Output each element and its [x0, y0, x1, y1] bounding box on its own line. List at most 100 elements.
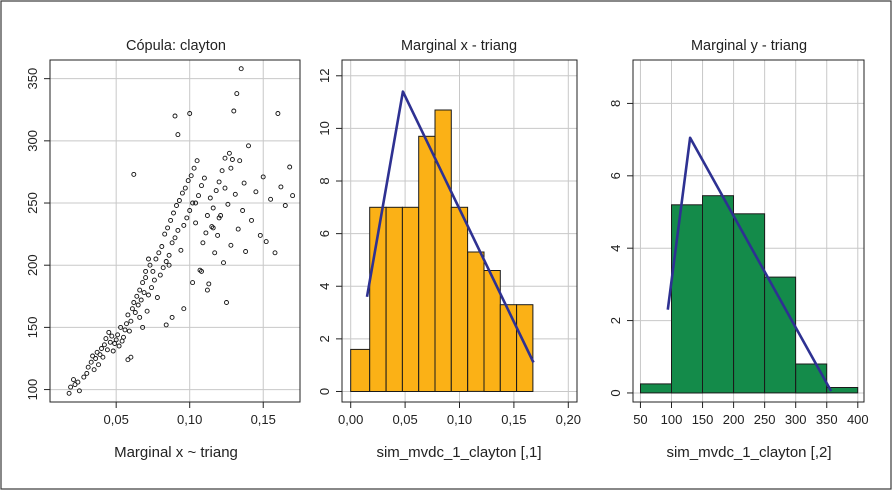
scatter-point-47	[144, 308, 150, 314]
scatter-point-139	[175, 132, 181, 138]
scatter-point-80	[193, 220, 199, 226]
scatter-point-13	[94, 349, 100, 355]
histogram-x-title: Marginal x - triang	[401, 38, 517, 54]
histogram-y-y-tick-label-1: 2	[608, 317, 623, 324]
scatter-point-27	[115, 332, 121, 338]
scatter-point-103	[226, 150, 232, 156]
scatter-point-95	[215, 232, 221, 238]
histogram-y-panel: Marginal y - triang 50 100 150 200 250 300 350…	[608, 38, 869, 461]
histogram-y-x-tick-label-5: 300	[785, 412, 807, 427]
scatter-point-124	[278, 184, 284, 190]
scatter-point-86	[201, 175, 207, 181]
scatter-point-89	[206, 281, 212, 287]
scatter-point-101	[224, 300, 229, 305]
scatter-point-42	[137, 287, 143, 293]
scatter-point-36	[128, 318, 134, 324]
scatter-point-81	[194, 158, 200, 164]
scatter-point-149	[228, 165, 234, 171]
scatter-point-48	[146, 292, 151, 298]
scatter-point-141	[187, 111, 193, 116]
scatter-point-145	[204, 287, 210, 293]
scatter-point-67	[174, 203, 179, 208]
histogram-y-bars	[640, 195, 859, 394]
scatter-point-87	[203, 230, 209, 236]
scatter-point-123	[275, 111, 281, 116]
histogram-y-y-ticks: 0 2 4 6 8	[608, 100, 633, 397]
scatter-point-62	[166, 252, 172, 258]
scatter-point-132	[140, 324, 146, 330]
histogram-y-x-tick-label-7: 400	[847, 412, 869, 427]
scatter-point-146	[210, 225, 216, 231]
scatter-point-92	[210, 205, 216, 211]
histogram-x-bar-6	[450, 206, 469, 392]
scatter-point-60	[163, 259, 169, 264]
scatter-point-45	[141, 290, 147, 296]
scatter-y-ticks: 100 150 200 250 300 350	[25, 68, 50, 401]
scatter-point-46	[143, 275, 149, 281]
scatter-point-2	[71, 377, 76, 383]
scatter-point-64	[169, 240, 175, 246]
scatter-point-128	[125, 357, 131, 363]
scatter-point-29	[118, 324, 124, 330]
histogram-x-bar-5	[434, 109, 452, 392]
scatter-point-78	[190, 200, 196, 206]
scatter-x-tick-label-2: 0,15	[251, 412, 276, 427]
scatter-point-52	[151, 277, 157, 283]
scatter-point-88	[204, 213, 210, 218]
scatter-point-54	[154, 295, 160, 300]
scatter-point-82	[196, 193, 201, 199]
scatter-point-85	[200, 240, 206, 246]
histogram-x-x-tick-label-1: 0,05	[392, 412, 417, 427]
scatter-point-7	[84, 370, 90, 376]
scatter-point-147	[216, 215, 222, 221]
scatter-point-5	[76, 388, 82, 394]
scatter-point-69	[176, 198, 182, 203]
scatter-point-34	[125, 312, 131, 318]
scatter-point-137	[169, 314, 175, 320]
scatter-point-100	[222, 155, 228, 161]
scatter-point-102	[225, 201, 231, 207]
histogram-x-density-line	[365, 90, 535, 364]
histogram-y-y-tick-label-4: 8	[608, 100, 623, 107]
scatter-point-20	[104, 347, 110, 353]
histogram-y-y-tick-label-0: 0	[608, 389, 623, 396]
scatter-point-26	[113, 337, 119, 343]
histogram-x-bar-4	[418, 135, 436, 392]
scatter-point-51	[150, 268, 156, 274]
scatter-point-99	[221, 260, 226, 266]
scatter-point-10	[90, 353, 96, 359]
histogram-y-density-line	[666, 136, 833, 392]
scatter-point-1	[68, 384, 74, 390]
histogram-y-x-tick-label-4: 250	[754, 412, 776, 427]
scatter-point-138	[172, 113, 178, 119]
histogram-y-plot-frame	[632, 59, 865, 403]
scatter-point-140	[181, 306, 187, 312]
scatter-y-tick-label-0: 100	[25, 379, 40, 401]
scatter-point-105	[229, 157, 235, 162]
scatter-point-38	[131, 300, 137, 305]
scatter-point-8	[85, 364, 91, 370]
scatter-point-23	[109, 333, 115, 339]
scatter-point-114	[243, 249, 249, 254]
histogram-y-bar-5	[795, 363, 828, 394]
scatter-point-116	[249, 217, 254, 223]
scatter-point-107	[232, 191, 238, 197]
scatter-point-142	[190, 280, 196, 286]
scatter-point-72	[181, 222, 187, 228]
histogram-y-x-tick-label-6: 350	[816, 412, 838, 427]
scatter-point-73	[182, 185, 188, 191]
scatter-point-50	[149, 285, 154, 291]
histogram-y-x-tick-label-2: 150	[692, 412, 714, 427]
scatter-point-148	[222, 185, 228, 191]
scatter-point-37	[129, 306, 135, 312]
scatter-point-41	[135, 302, 141, 308]
scatter-point-121	[268, 196, 274, 202]
scatter-plot-frame	[49, 59, 301, 403]
scatter-point-122	[272, 250, 278, 256]
scatter-y-tick-label-4: 300	[25, 130, 40, 152]
scatter-point-44	[140, 280, 146, 286]
scatter-point-110	[237, 158, 243, 164]
scatter-point-59	[162, 231, 168, 237]
scatter-point-84	[199, 183, 204, 189]
scatter-point-119	[260, 174, 266, 180]
